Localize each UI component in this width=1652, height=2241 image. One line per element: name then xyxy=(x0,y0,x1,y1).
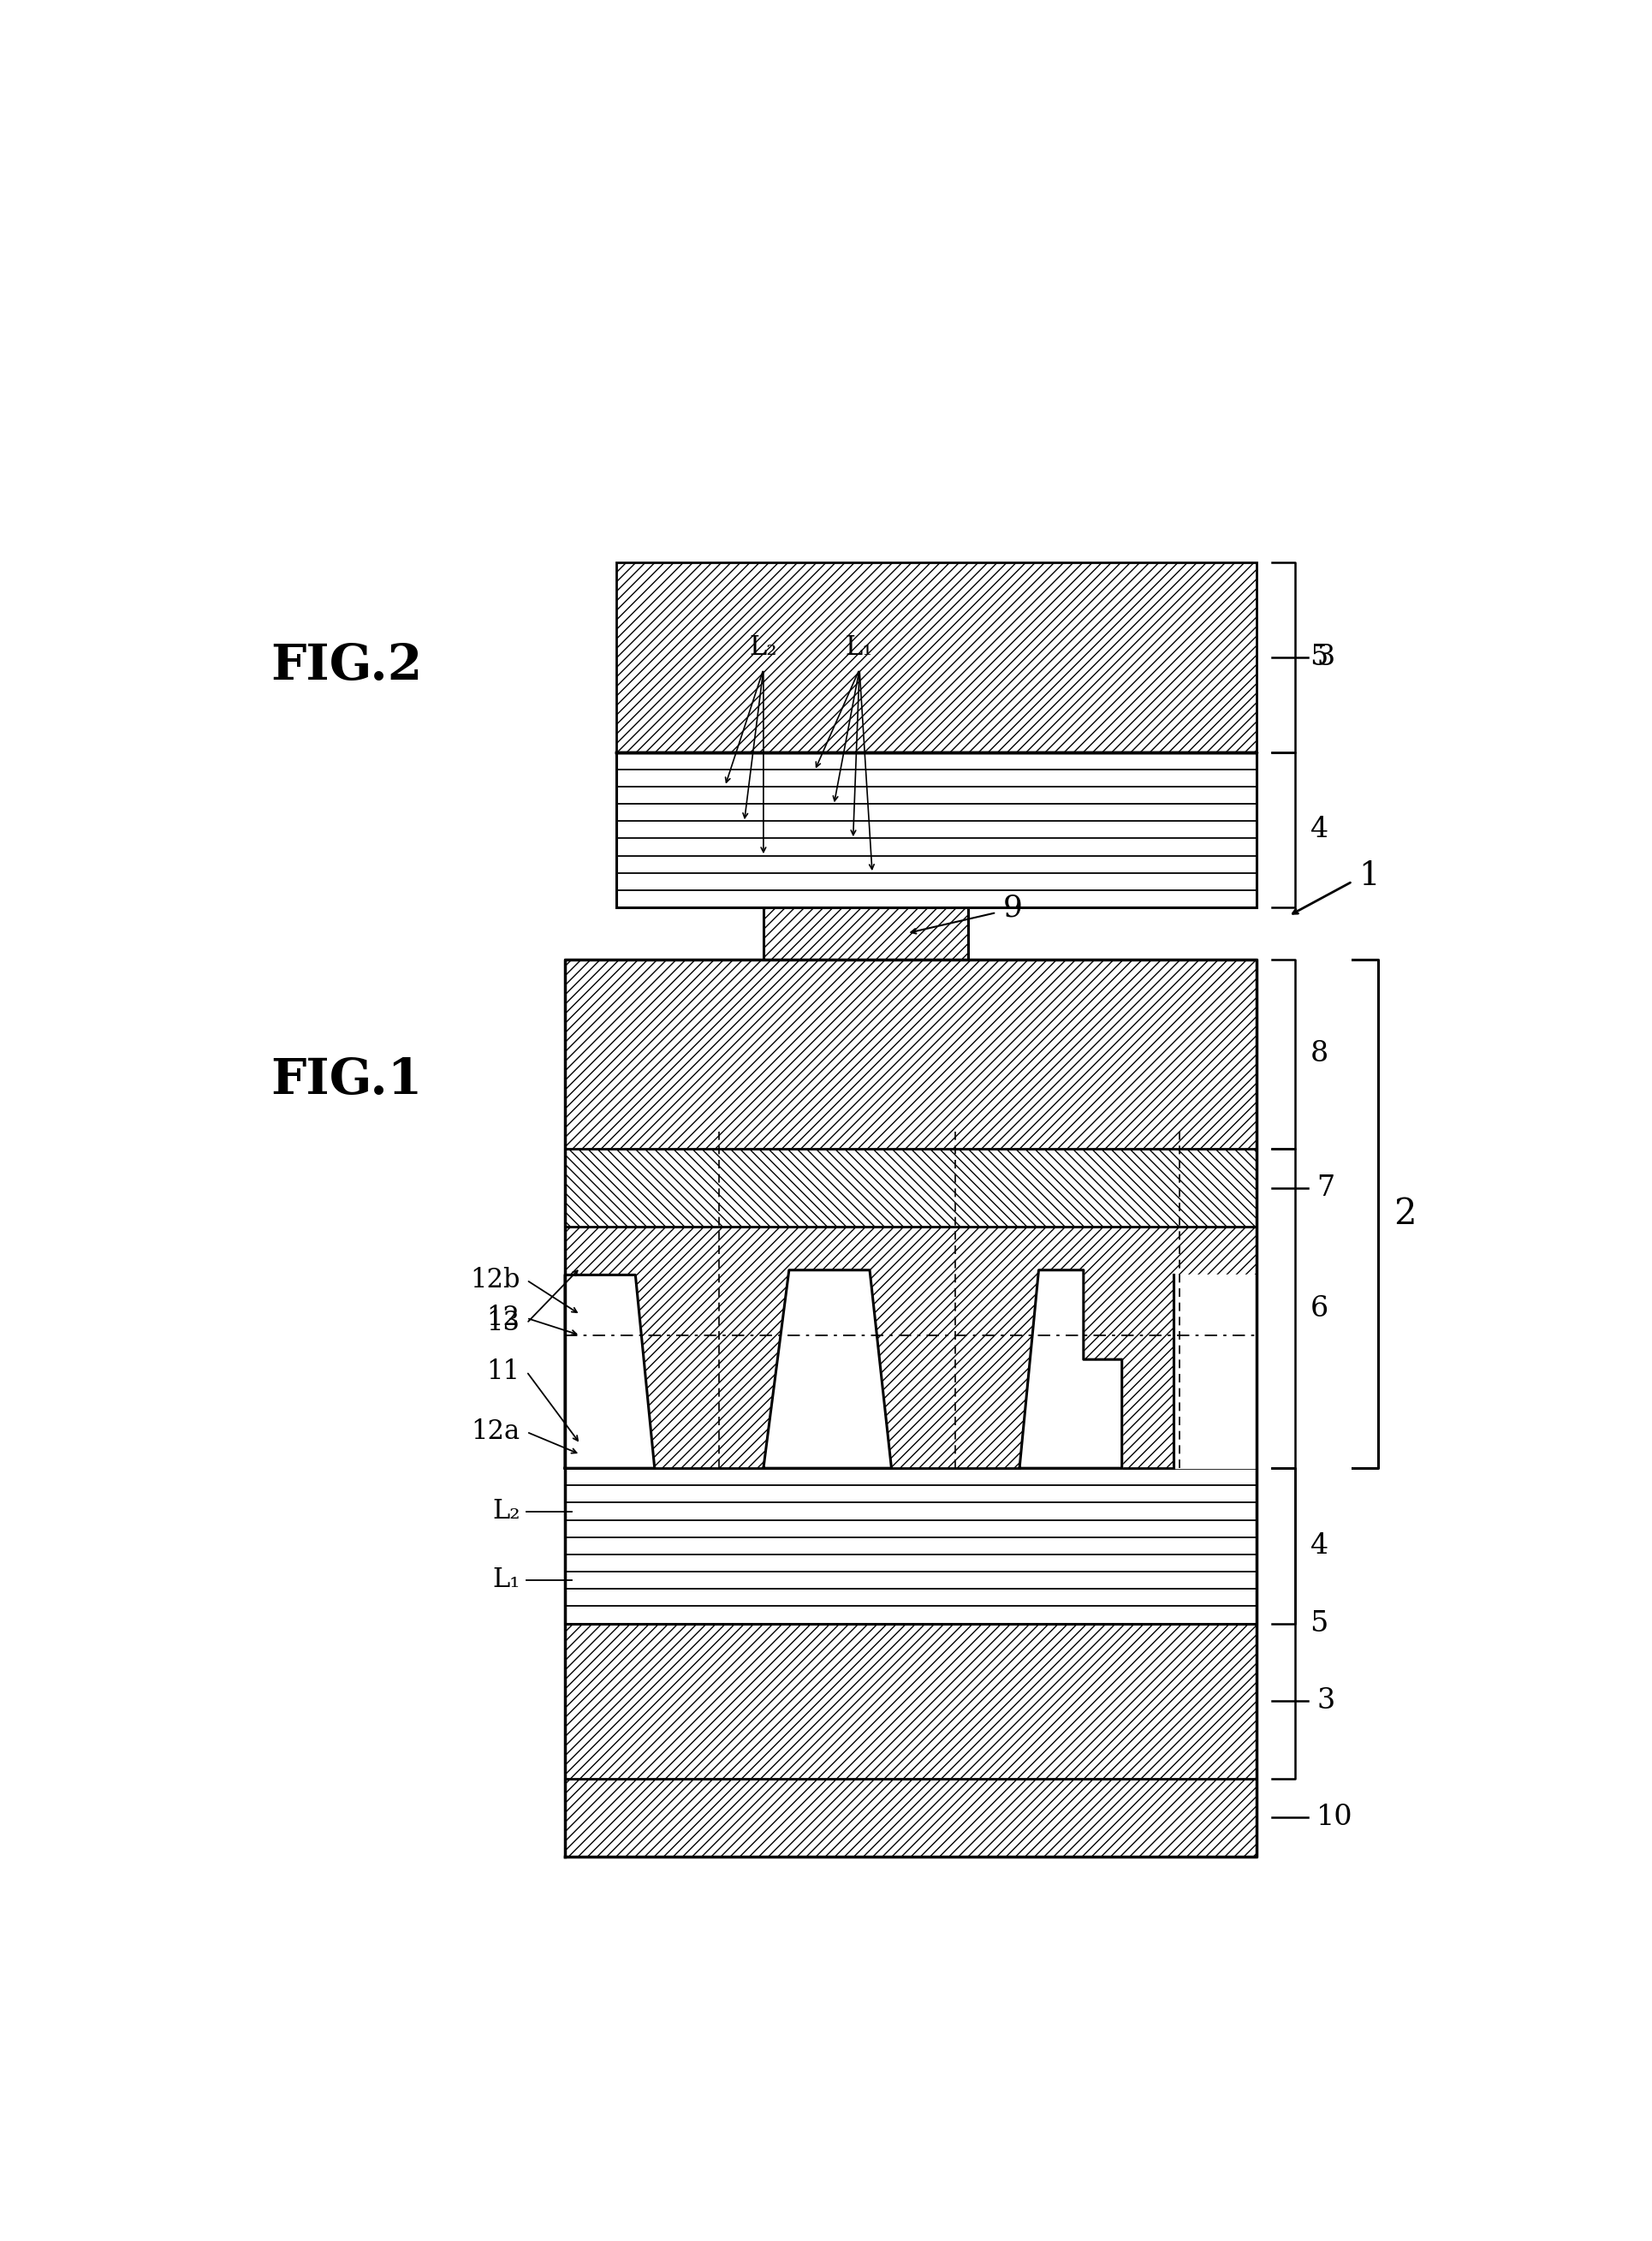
Polygon shape xyxy=(763,1271,892,1468)
Bar xyxy=(616,562,1256,753)
Bar xyxy=(565,1468,1256,1622)
Bar xyxy=(565,1226,1256,1468)
Bar xyxy=(565,1622,1256,1779)
Text: 7: 7 xyxy=(1317,1174,1335,1201)
Polygon shape xyxy=(565,1275,654,1468)
Text: 3: 3 xyxy=(1317,1687,1335,1714)
Text: 12a: 12a xyxy=(471,1419,520,1445)
Text: 10: 10 xyxy=(1317,1804,1353,1831)
Text: L₂: L₂ xyxy=(492,1499,520,1524)
Text: 12: 12 xyxy=(487,1304,520,1331)
Text: 12b: 12b xyxy=(471,1266,520,1293)
Bar xyxy=(565,1779,1256,1856)
Polygon shape xyxy=(1173,1275,1256,1468)
Text: 9: 9 xyxy=(1003,892,1023,921)
Text: L₁: L₁ xyxy=(846,634,874,661)
Text: 11: 11 xyxy=(487,1358,520,1385)
Text: L₁: L₁ xyxy=(492,1566,520,1593)
Bar xyxy=(565,959,1256,1150)
Text: 1: 1 xyxy=(1358,861,1379,892)
Bar xyxy=(565,1150,1256,1226)
Text: 6: 6 xyxy=(1310,1295,1328,1322)
Text: L₂: L₂ xyxy=(750,634,778,661)
Text: 3: 3 xyxy=(1317,643,1335,670)
Bar xyxy=(616,753,1256,908)
Text: 4: 4 xyxy=(1310,816,1328,843)
Text: 4: 4 xyxy=(1310,1533,1328,1560)
Bar xyxy=(763,908,968,959)
Text: 5: 5 xyxy=(1310,643,1328,670)
Text: FIG.1: FIG.1 xyxy=(271,1056,423,1105)
Text: FIG.2: FIG.2 xyxy=(271,641,423,690)
Text: 8: 8 xyxy=(1310,1040,1328,1067)
Text: 2: 2 xyxy=(1393,1197,1416,1233)
Text: 5: 5 xyxy=(1310,1609,1328,1638)
Text: 13: 13 xyxy=(487,1311,520,1336)
Polygon shape xyxy=(1019,1271,1122,1468)
